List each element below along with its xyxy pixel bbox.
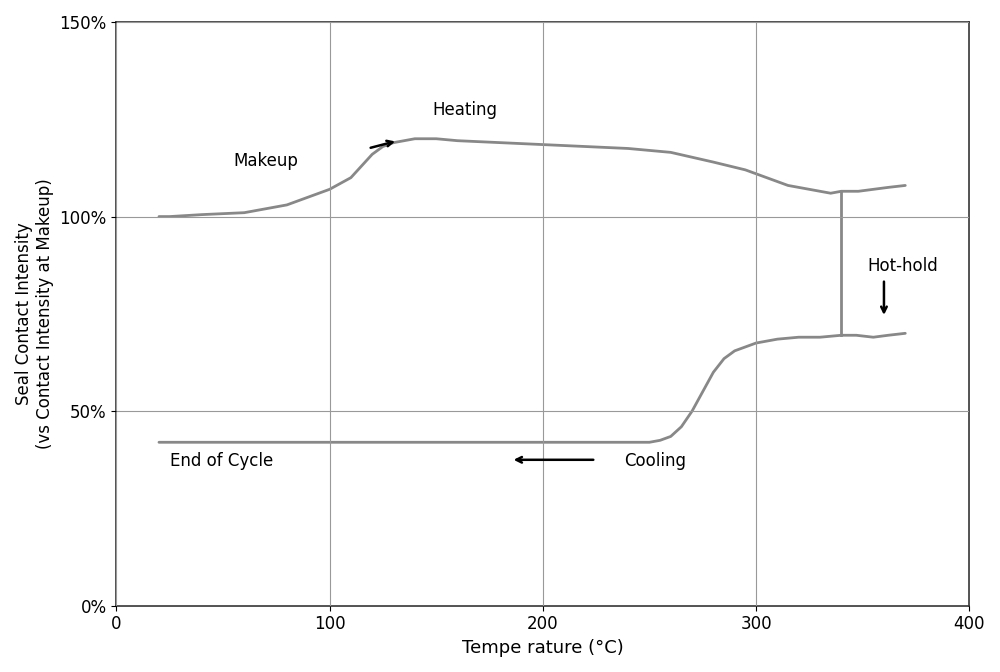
Text: Heating: Heating bbox=[432, 101, 497, 120]
Y-axis label: Seal Contact Intensity
(vs Contact Intensity at Makeup): Seal Contact Intensity (vs Contact Inten… bbox=[15, 179, 54, 450]
X-axis label: Tempe rature (°C): Tempe rature (°C) bbox=[462, 639, 624, 657]
Text: Makeup: Makeup bbox=[234, 152, 298, 170]
Text: Cooling: Cooling bbox=[624, 452, 686, 470]
Text: Hot-hold: Hot-hold bbox=[867, 257, 938, 275]
Text: End of Cycle: End of Cycle bbox=[170, 452, 273, 470]
